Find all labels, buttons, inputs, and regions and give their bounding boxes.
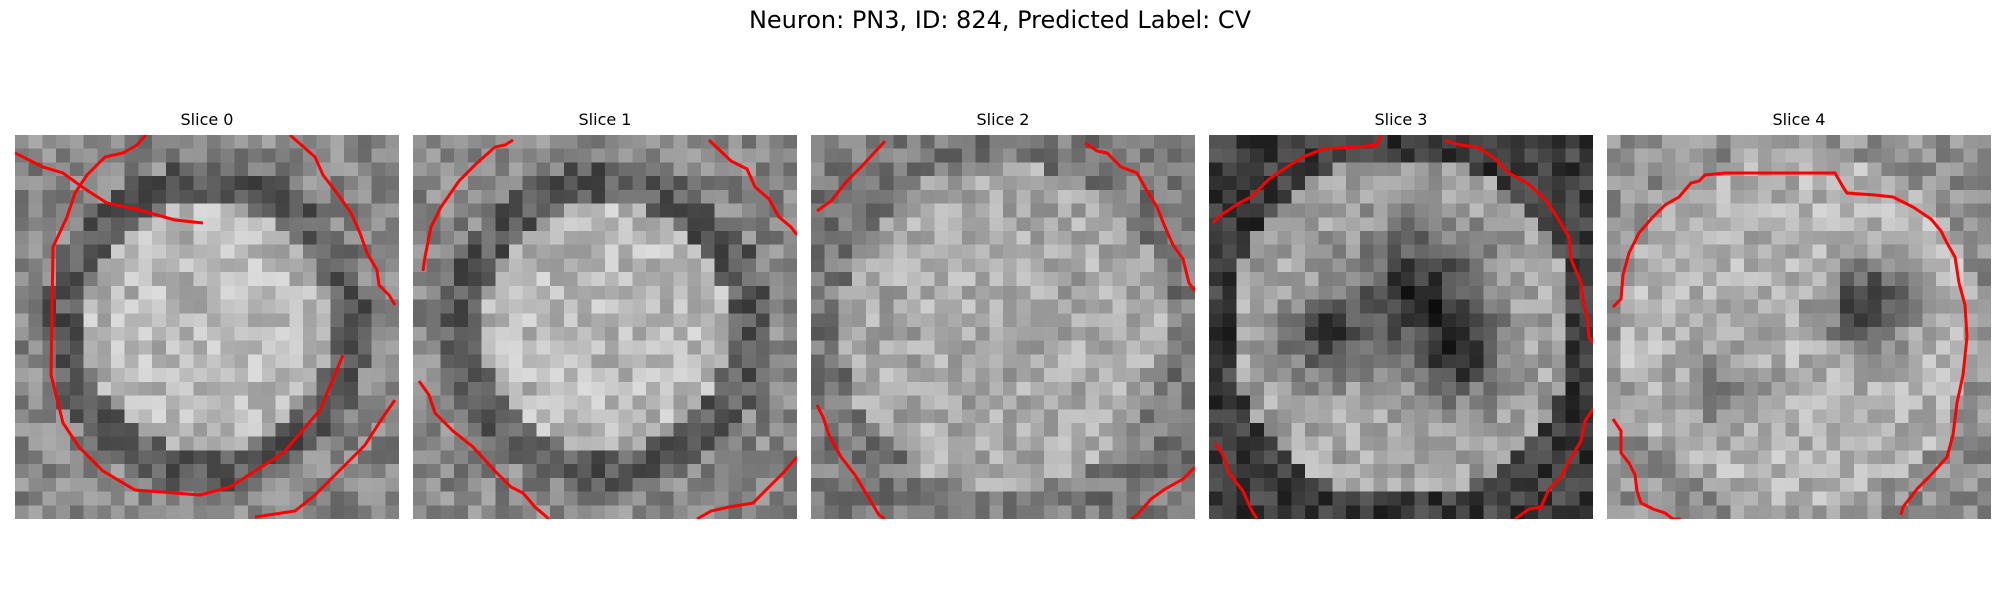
contour-line xyxy=(421,138,514,272)
contour-line xyxy=(1611,171,1969,516)
slice-title: Slice 4 xyxy=(1772,110,1826,129)
slice-grayscale-image xyxy=(811,135,1195,519)
slice-panel-3: Slice 3 xyxy=(1209,108,1593,519)
contour-line xyxy=(1130,465,1195,519)
slice-image-3 xyxy=(1209,135,1593,519)
slice-title: Slice 1 xyxy=(578,110,632,129)
contour-line xyxy=(15,151,204,225)
contour-line xyxy=(289,135,397,306)
slice-image-0 xyxy=(15,135,399,519)
slice-contour-overlay xyxy=(1611,171,1969,519)
slice-grayscale-image xyxy=(1607,135,1991,519)
contour-line xyxy=(1514,408,1593,519)
contour-line xyxy=(1213,442,1259,519)
slice-contour-overlay xyxy=(15,135,397,519)
contour-line xyxy=(49,135,345,497)
contour-line xyxy=(816,139,887,213)
slice-title: Slice 3 xyxy=(1374,110,1428,129)
contour-line xyxy=(1084,141,1195,292)
contour-line xyxy=(696,456,797,519)
slice-contour-overlay xyxy=(417,138,797,519)
contour-line xyxy=(254,399,397,519)
contour-line xyxy=(707,138,797,236)
slice-panel-4: Slice 4 xyxy=(1607,108,1991,519)
contour-line xyxy=(417,380,550,519)
slice-contour-overlay xyxy=(815,139,1195,519)
slice-title: Slice 0 xyxy=(180,110,234,129)
contour-line xyxy=(1211,135,1383,225)
slice-image-2 xyxy=(811,135,1195,519)
slice-panel-0: Slice 0 xyxy=(15,108,399,519)
slice-grayscale-image xyxy=(413,135,797,519)
contour-line xyxy=(1444,139,1593,344)
slice-image-4 xyxy=(1607,135,1991,519)
slice-image-1 xyxy=(413,135,797,519)
slice-grayscale-image xyxy=(15,135,399,519)
figure-title: Neuron: PN3, ID: 824, Predicted Label: C… xyxy=(748,6,1252,34)
contour-line xyxy=(815,404,886,519)
slice-panel-2: Slice 2 xyxy=(811,108,1195,519)
slice-panel-1: Slice 1 xyxy=(413,108,797,519)
slice-title: Slice 2 xyxy=(976,110,1030,129)
contour-line xyxy=(1611,418,1681,519)
slice-grayscale-image xyxy=(1209,135,1593,519)
slice-contour-overlay xyxy=(1211,135,1593,519)
